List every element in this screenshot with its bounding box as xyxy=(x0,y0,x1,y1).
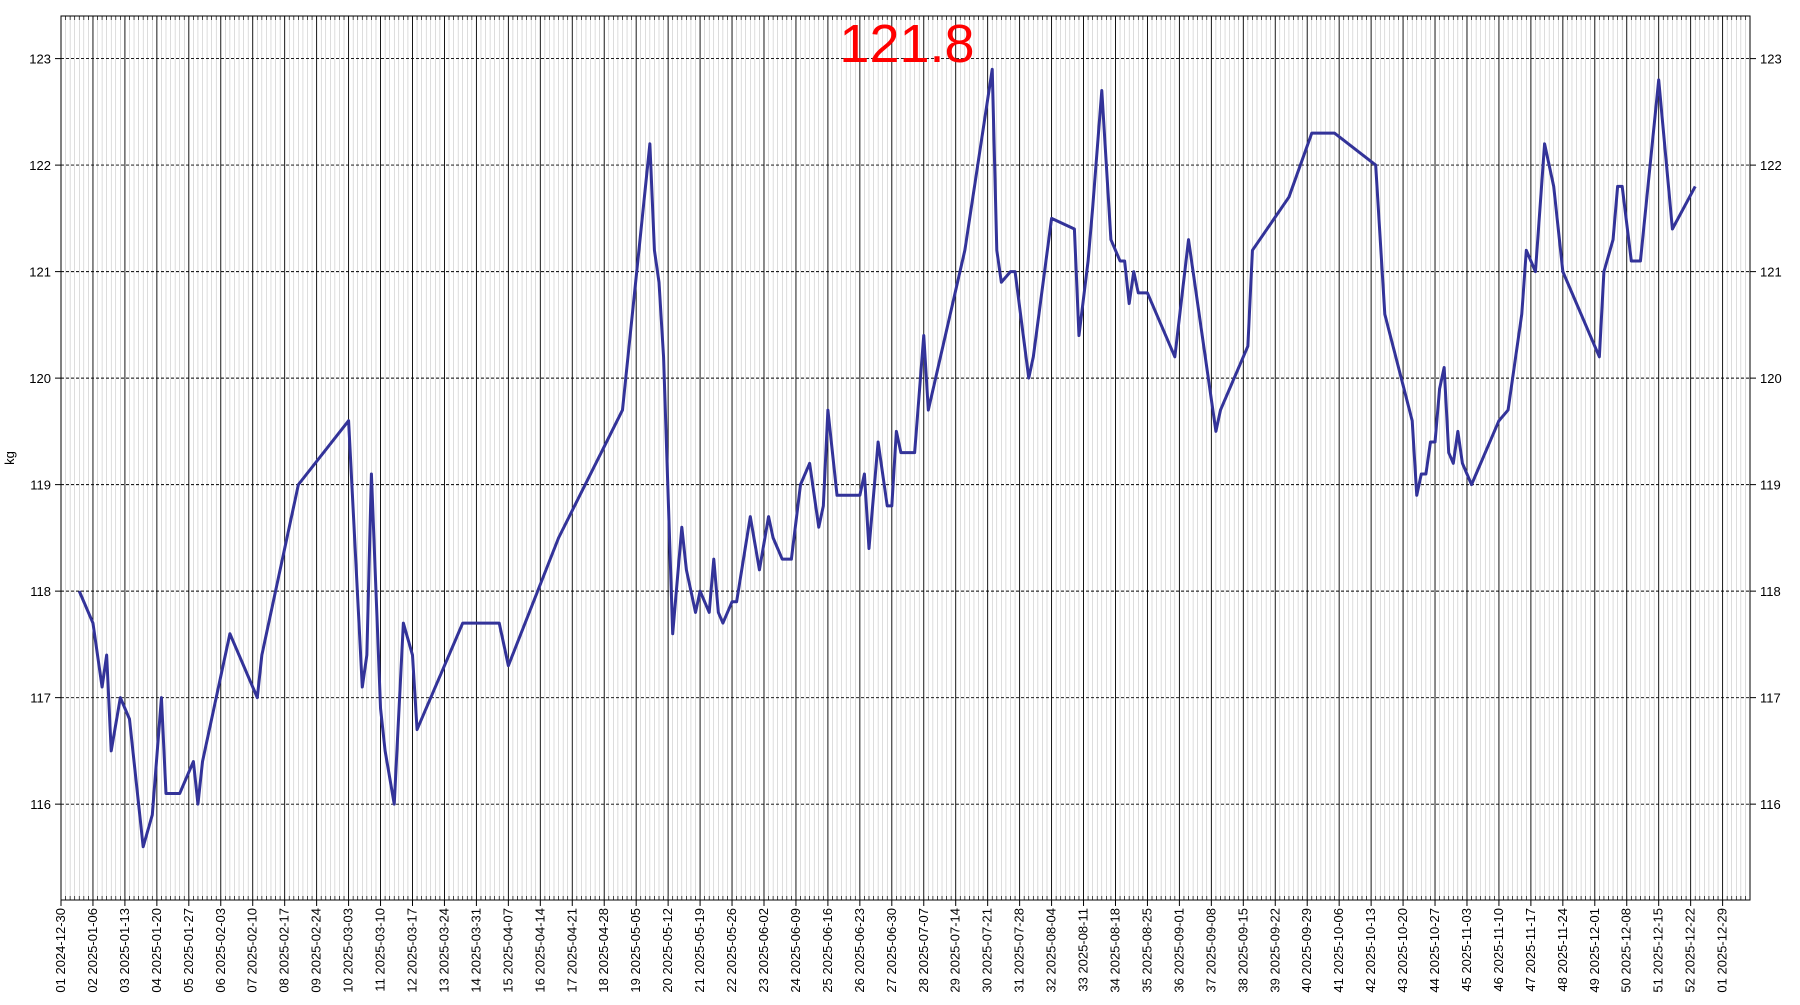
x-tick-label: 19 2025-05-05 xyxy=(628,908,643,993)
x-tick-label: 21 2025-05-19 xyxy=(692,908,707,993)
x-tick-label: 18 2025-04-28 xyxy=(596,908,611,993)
x-tick-label: 24 2025-06-09 xyxy=(788,908,803,993)
x-tick-label: 42 2025-10-13 xyxy=(1363,908,1378,993)
y-tick-label: 116 xyxy=(30,797,51,812)
x-tick-label: 26 2025-06-23 xyxy=(852,908,867,993)
x-tick-label: 23 2025-06-02 xyxy=(756,908,771,993)
annotation: 121.8 xyxy=(839,14,974,74)
x-tick-label: 17 2025-04-21 xyxy=(564,908,579,993)
x-tick-label: 32 2025-08-04 xyxy=(1044,908,1059,993)
x-tick-label: 25 2025-06-16 xyxy=(820,908,835,993)
x-tick-label: 02 2025-01-06 xyxy=(85,908,100,993)
x-tick-label: 14 2025-03-31 xyxy=(468,908,483,993)
weight-line xyxy=(77,67,1697,849)
x-tick-label: 33 2025-08-11 xyxy=(1076,908,1091,992)
x-tick-label: 04 2025-01-20 xyxy=(149,908,164,993)
y-axis-label: kg xyxy=(2,451,17,465)
x-tick-label: 13 2025-03-24 xyxy=(436,908,451,993)
y-tick-label-right: 123 xyxy=(1760,52,1782,67)
x-tick-label: 50 2025-12-08 xyxy=(1619,908,1634,993)
x-tick-label: 29 2025-07-14 xyxy=(948,908,963,993)
x-tick-label: 15 2025-04-07 xyxy=(500,908,515,993)
y-tick-label: 121 xyxy=(29,265,51,280)
y-tick-label: 119 xyxy=(30,478,51,493)
x-tick-label: 51 2025-12-15 xyxy=(1651,908,1666,993)
x-tick-label: 36 2025-09-01 xyxy=(1171,908,1186,993)
y-tick-label-right: 119 xyxy=(1760,478,1781,493)
x-tick-label: 10 2025-03-03 xyxy=(341,908,356,993)
x-tick-label: 41 2025-10-06 xyxy=(1331,908,1346,993)
x-tick-label: 37 2025-09-08 xyxy=(1203,908,1218,993)
y-tick-label: 120 xyxy=(29,371,51,386)
x-tick-label: 45 2025-11-03 xyxy=(1459,908,1474,992)
x-tick-label: 11 2025-03-10 xyxy=(373,908,388,992)
x-tick-label: 44 2025-10-27 xyxy=(1427,908,1442,993)
y-tick-label-right: 122 xyxy=(1760,158,1782,173)
x-tick-label: 47 2025-11-17 xyxy=(1523,908,1538,992)
x-tick-label: 35 2025-08-25 xyxy=(1139,908,1154,993)
x-tick-label: 27 2025-06-30 xyxy=(884,908,899,993)
x-tick-label: 43 2025-10-20 xyxy=(1395,908,1410,993)
x-tick-label: 52 2025-12-22 xyxy=(1683,908,1698,993)
x-tick-label: 22 2025-05-26 xyxy=(724,908,739,993)
x-tick-label: 49 2025-12-01 xyxy=(1587,908,1602,993)
x-tick-label: 03 2025-01-13 xyxy=(117,908,132,993)
x-tick-label: 28 2025-07-07 xyxy=(916,908,931,993)
x-tick-label: 31 2025-07-28 xyxy=(1012,908,1027,993)
y-tick-label-right: 116 xyxy=(1760,797,1781,812)
y-tick-label: 122 xyxy=(29,158,51,173)
x-tick-label: 08 2025-02-17 xyxy=(277,908,292,993)
x-tick-label: 12 2025-03-17 xyxy=(404,908,419,993)
major-grid xyxy=(55,16,1756,906)
y-tick-label-right: 118 xyxy=(1760,584,1781,599)
y-tick-label: 118 xyxy=(30,584,51,599)
x-tick-label: 34 2025-08-18 xyxy=(1107,908,1122,993)
x-tick-label: 39 2025-09-22 xyxy=(1267,908,1282,993)
x-tick-label: 01 2025-12-29 xyxy=(1715,908,1730,993)
plot-frame xyxy=(60,15,1751,901)
x-tick-label: 16 2025-04-14 xyxy=(532,908,547,993)
x-tick-label: 40 2025-09-29 xyxy=(1299,908,1314,993)
y-tick-label-right: 117 xyxy=(1760,691,1781,706)
x-tick-label: 09 2025-02-24 xyxy=(309,908,324,993)
x-tick-label: 06 2025-02-03 xyxy=(213,908,228,993)
x-tick-label: 46 2025-11-10 xyxy=(1491,908,1506,992)
x-tick-label: 48 2025-11-24 xyxy=(1555,908,1570,992)
x-tick-label: 05 2025-01-27 xyxy=(181,908,196,993)
x-tick-label: 30 2025-07-21 xyxy=(980,908,995,993)
x-tick-label: 01 2024-12-30 xyxy=(53,908,68,993)
y-tick-label-right: 120 xyxy=(1760,371,1782,386)
minor-grid xyxy=(60,16,1751,900)
x-tick-label: 20 2025-05-12 xyxy=(660,908,675,993)
y-tick-label: 123 xyxy=(29,52,51,67)
x-tick-label: 07 2025-02-10 xyxy=(245,908,260,993)
y-tick-label-right: 121 xyxy=(1760,265,1782,280)
y-tick-label: 117 xyxy=(30,691,51,706)
x-tick-label: 38 2025-09-15 xyxy=(1235,908,1250,993)
